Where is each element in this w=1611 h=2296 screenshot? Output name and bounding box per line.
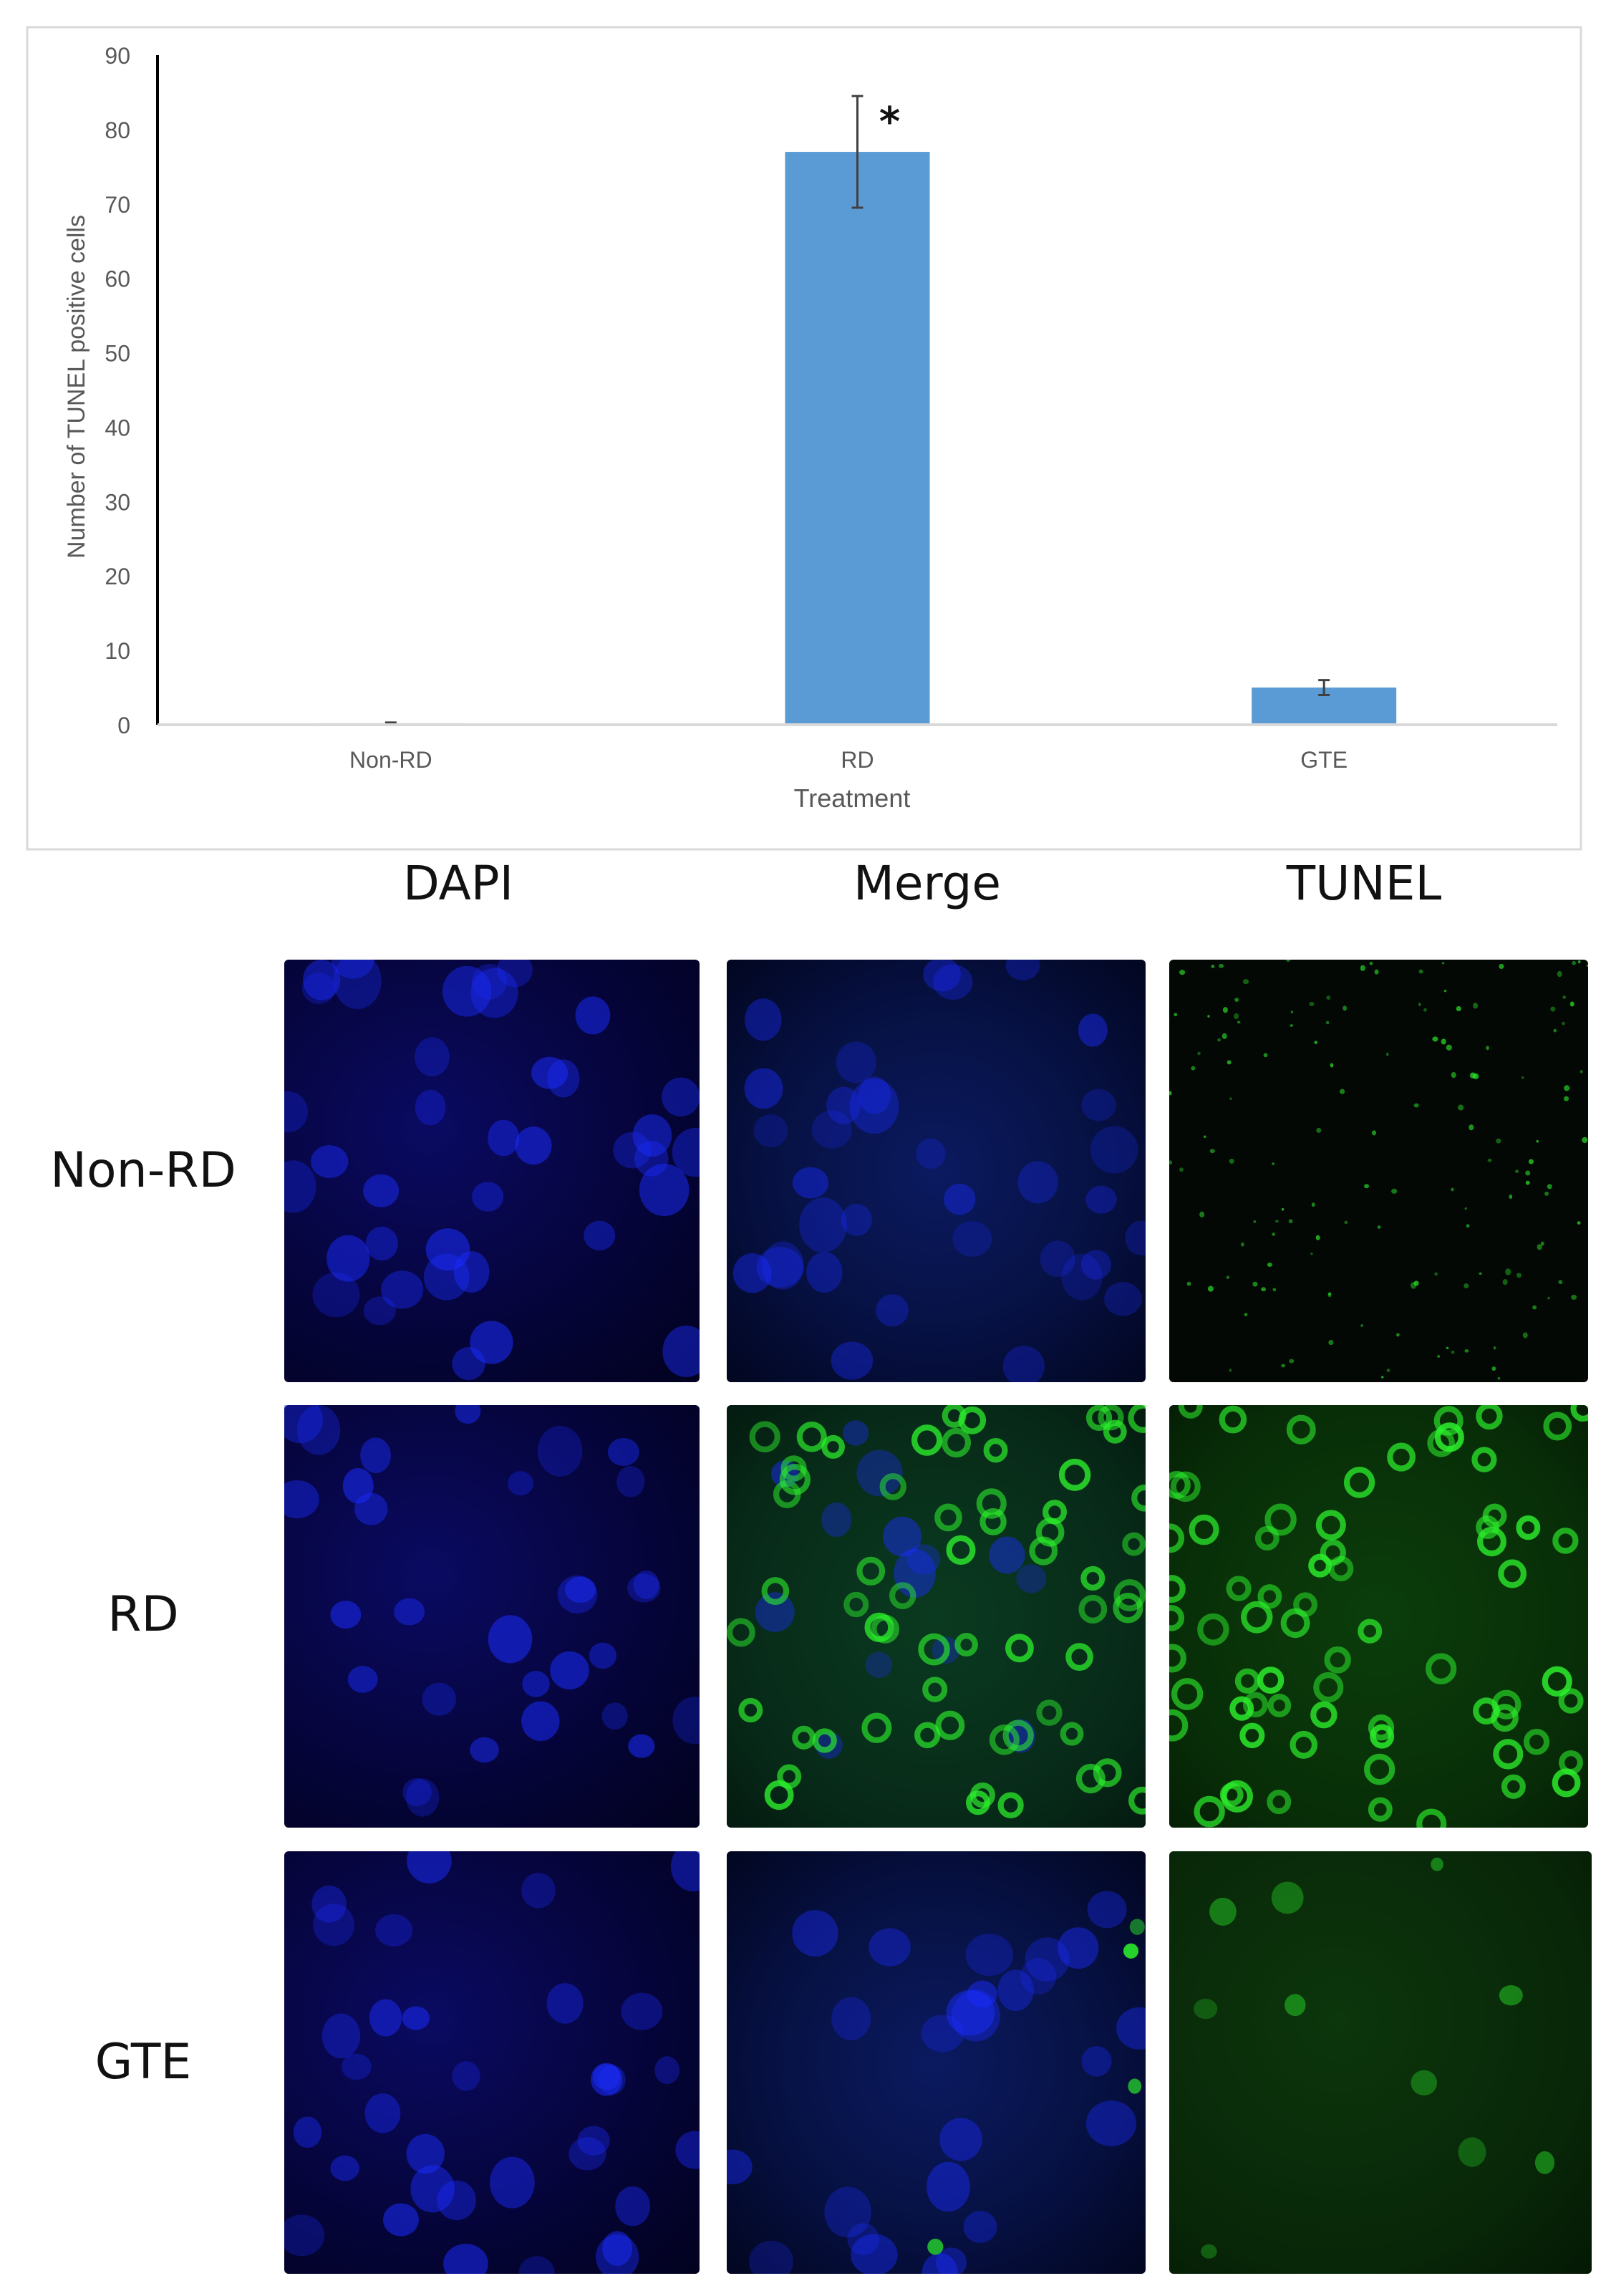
micrograph-gte-dapi [284, 1851, 700, 2274]
x-axis-label: Treatment [794, 783, 911, 813]
column-header-dapi: DAPI [402, 856, 514, 911]
micrograph-non-rd-tunel [1169, 960, 1588, 1382]
row-header-non-rd: Non-RD [50, 1142, 236, 1199]
error-bar-gte [1318, 679, 1330, 696]
y-tick-label: 80 [105, 117, 130, 143]
micrograph-rd-merge [727, 1405, 1146, 1828]
row-header-gte: GTE [95, 2034, 192, 2090]
y-axis-label: Number of TUNEL positive cells [63, 215, 90, 559]
error-bar-rd [851, 95, 863, 209]
y-tick-label: 90 [105, 43, 130, 69]
significance-asterisk: * [879, 99, 900, 145]
micrograph-rd-tunel [1169, 1405, 1588, 1828]
x-tick-label: Non-RD [349, 747, 432, 773]
y-tick-label: 70 [105, 192, 130, 218]
y-tick-label: 40 [105, 415, 130, 440]
y-tick-label: 30 [105, 489, 130, 515]
micrograph-non-rd-dapi [284, 960, 700, 1382]
column-header-tunel: TUNEL [1286, 856, 1442, 911]
row-header-rd: RD [107, 1586, 179, 1643]
bar-rd [785, 152, 930, 725]
micrograph-non-rd-merge [727, 960, 1146, 1382]
bar-chart: 0 10 20 30 40 50 60 70 80 90 * Non-RD RD GTE Number… [26, 26, 1582, 851]
x-tick-label: GTE [1300, 747, 1348, 773]
y-tick-label: 0 [117, 713, 130, 738]
micrograph-gte-tunel [1169, 1851, 1592, 2274]
y-tick-label: 20 [105, 564, 130, 589]
column-header-merge: Merge [853, 856, 1002, 911]
y-tick-label: 10 [105, 638, 130, 664]
micrograph-rd-dapi [284, 1405, 700, 1828]
micrograph-gte-merge [727, 1851, 1146, 2274]
y-tick-label: 60 [105, 266, 130, 292]
x-tick-label: RD [841, 747, 874, 773]
y-tick-label: 50 [105, 341, 130, 367]
